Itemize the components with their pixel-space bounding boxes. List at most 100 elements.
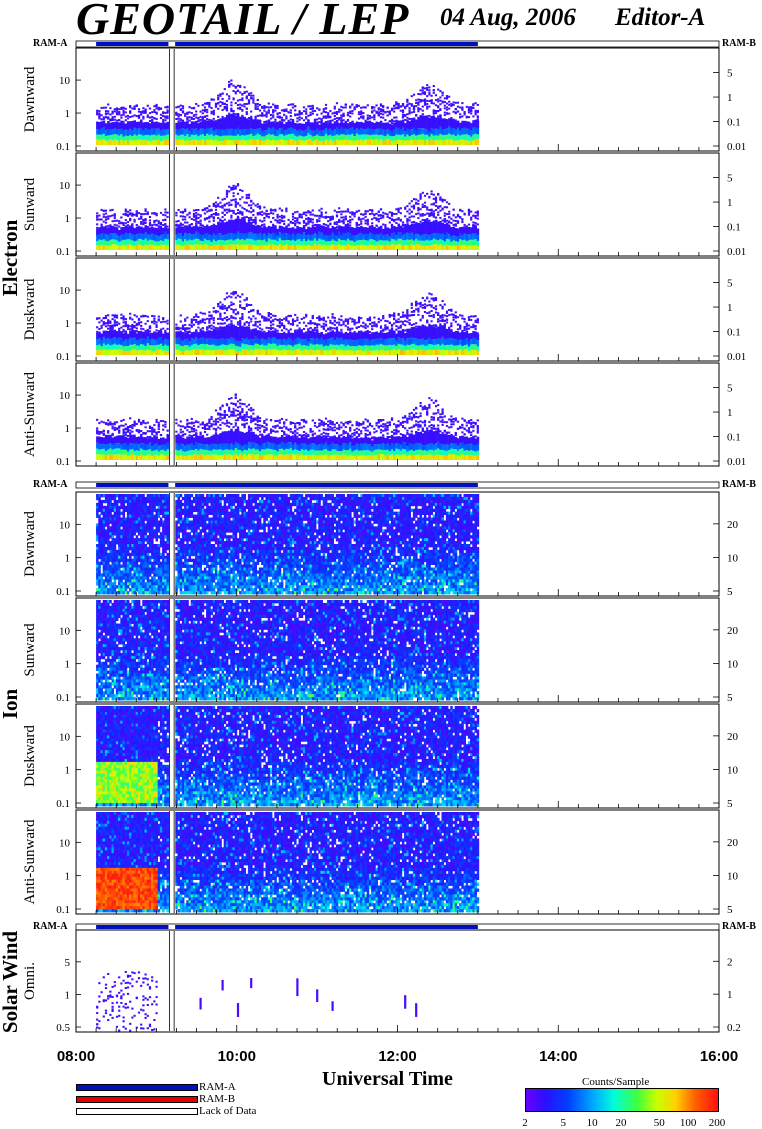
right-tick-electron-anti-sunward-0: 0.01 [727, 456, 746, 468]
colorbar-tick-5: 100 [680, 1117, 697, 1129]
left-tick-electron-duskward-1: 1 [65, 318, 71, 330]
left-tick-electron-duskward-2: 10 [59, 285, 71, 297]
right-tick-ion-sunward-1: 10 [727, 658, 739, 670]
legend-lack-swatch [76, 1108, 198, 1115]
colorbar-tick-3: 20 [616, 1117, 627, 1129]
right-tick-electron-sunward-0: 0.01 [727, 246, 746, 258]
ram-a-segment-1-1 [96, 483, 168, 487]
figure-editor: Editor-A [615, 4, 705, 32]
left-tick-electron-sunward-0: 0.1 [56, 246, 70, 258]
right-tick-ion-dawnward-1: 10 [727, 552, 739, 564]
panel-label-solar-wind-omni-: Omni. [22, 962, 38, 1000]
left-tick-ion-anti-sunward-2: 10 [59, 837, 71, 849]
left-tick-electron-sunward-2: 10 [59, 180, 71, 192]
ram-bar-left-label-1: RAM-A [33, 479, 68, 490]
left-tick-solar-wind-omni--0: 0.5 [56, 1022, 70, 1034]
left-tick-ion-sunward-1: 1 [65, 659, 71, 671]
colorbar-tick-2: 10 [587, 1117, 598, 1129]
spectrogram-ion-duskward [96, 706, 479, 806]
ram-bar-right-label-0: RAM-B [722, 38, 756, 49]
right-tick-electron-sunward-2: 1 [727, 197, 733, 209]
panel-frame-solar-wind-omni- [76, 930, 719, 1032]
right-tick-ion-anti-sunward-1: 10 [727, 870, 739, 882]
right-tick-electron-sunward-3: 5 [727, 173, 733, 185]
left-tick-ion-sunward-0: 0.1 [56, 692, 70, 704]
colorbar-title: Counts/Sample [582, 1076, 649, 1088]
ram-bar-left-label-2: RAM-A [33, 921, 68, 932]
ram-a-segment-2-1 [96, 925, 168, 929]
left-tick-solar-wind-omni--1: 1 [65, 989, 71, 1001]
right-tick-electron-anti-sunward-1: 0.1 [727, 432, 741, 444]
right-tick-ion-duskward-2: 20 [727, 731, 739, 743]
ram-bar-left-label-0: RAM-A [33, 38, 68, 49]
right-tick-solar-wind-omni--0: 0.2 [727, 1022, 741, 1034]
panel-label-ion-dawnward: Dawnward [22, 511, 38, 577]
x-tick-label-3: 14:00 [539, 1048, 577, 1065]
left-tick-ion-anti-sunward-0: 0.1 [56, 904, 70, 916]
right-tick-ion-dawnward-2: 20 [727, 519, 739, 531]
right-tick-electron-duskward-3: 5 [727, 278, 733, 290]
x-tick-label-1: 10:00 [218, 1048, 256, 1065]
panel-label-electron-duskward: Duskward [22, 278, 38, 340]
right-tick-ion-sunward-0: 5 [727, 692, 733, 704]
left-tick-electron-anti-sunward-0: 0.1 [56, 456, 70, 468]
right-tick-ion-duskward-1: 10 [727, 764, 739, 776]
right-tick-solar-wind-omni--2: 2 [727, 956, 733, 968]
figure-date: 04 Aug, 2006 [440, 4, 576, 32]
right-tick-electron-dawnward-1: 0.1 [727, 117, 741, 129]
left-tick-ion-anti-sunward-1: 1 [65, 871, 71, 883]
ram-a-segment-2-2 [175, 925, 478, 929]
right-tick-electron-duskward-0: 0.01 [727, 351, 746, 363]
right-tick-electron-anti-sunward-3: 5 [727, 383, 733, 395]
spectrogram-ion-anti-sunward [96, 812, 479, 912]
colorbar [525, 1088, 719, 1112]
x-tick-label-2: 12:00 [378, 1048, 416, 1065]
colorbar-tick-1: 5 [560, 1117, 566, 1129]
left-tick-electron-anti-sunward-2: 10 [59, 390, 71, 402]
right-tick-ion-anti-sunward-0: 5 [727, 904, 733, 916]
ram-a-segment-1-2 [175, 483, 478, 487]
group-label-electron: Electron [0, 219, 22, 296]
x-tick-label-0: 08:00 [57, 1048, 95, 1065]
colorbar-tick-6: 200 [709, 1117, 726, 1129]
right-tick-electron-dawnward-2: 1 [727, 92, 733, 104]
right-tick-electron-anti-sunward-2: 1 [727, 407, 733, 419]
panel-label-ion-anti-sunward: Anti-Sunward [22, 819, 38, 904]
ram-bar-right-label-1: RAM-B [722, 479, 756, 490]
right-tick-ion-anti-sunward-2: 20 [727, 837, 739, 849]
left-tick-ion-duskward-1: 1 [65, 765, 71, 777]
spectrogram-ion-dawnward [96, 494, 479, 594]
ram-bar-right-label-2: RAM-B [722, 921, 756, 932]
left-tick-electron-duskward-0: 0.1 [56, 351, 70, 363]
left-tick-electron-sunward-1: 1 [65, 213, 71, 225]
panel-label-electron-anti-sunward: Anti-Sunward [22, 372, 38, 457]
colorbar-tick-0: 2 [522, 1117, 528, 1129]
x-tick-label-4: 16:00 [700, 1048, 738, 1065]
left-tick-ion-dawnward-0: 0.1 [56, 586, 70, 598]
panel-label-ion-sunward: Sunward [22, 623, 38, 677]
right-tick-electron-duskward-2: 1 [727, 302, 733, 314]
figure-title: GEOTAIL / LEP [76, 0, 409, 45]
left-tick-ion-duskward-0: 0.1 [56, 798, 70, 810]
left-tick-ion-duskward-2: 10 [59, 731, 71, 743]
right-tick-electron-dawnward-0: 0.01 [727, 141, 746, 153]
left-tick-ion-dawnward-2: 10 [59, 519, 71, 531]
right-tick-electron-dawnward-3: 5 [727, 68, 733, 80]
x-axis-title: Universal Time [322, 1068, 453, 1091]
left-tick-electron-dawnward-2: 10 [59, 75, 71, 87]
right-tick-electron-duskward-1: 0.1 [727, 327, 741, 339]
spectrogram-ion-sunward [96, 600, 479, 700]
panel-label-electron-sunward: Sunward [22, 177, 38, 231]
right-tick-ion-sunward-2: 20 [727, 625, 739, 637]
colorbar-tick-4: 50 [654, 1117, 665, 1129]
group-label-ion: Ion [0, 689, 22, 720]
right-tick-solar-wind-omni--1: 1 [727, 989, 733, 1001]
legend-lack-label: Lack of Data [199, 1105, 256, 1117]
panel-label-electron-dawnward: Dawnward [22, 66, 38, 132]
legend-ram-b-label: RAM-B [199, 1093, 235, 1105]
left-tick-ion-sunward-2: 10 [59, 625, 71, 637]
right-tick-electron-sunward-1: 0.1 [727, 222, 741, 234]
panel-label-ion-duskward: Duskward [22, 725, 38, 787]
right-tick-ion-dawnward-0: 5 [727, 586, 733, 598]
